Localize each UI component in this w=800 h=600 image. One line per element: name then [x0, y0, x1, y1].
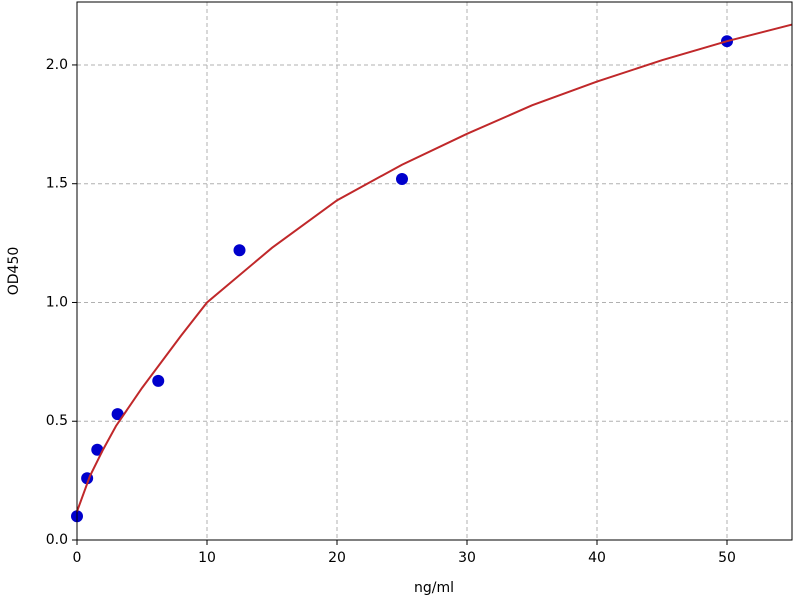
data-point	[152, 374, 165, 387]
data-point	[233, 244, 246, 257]
y-tick-label: 1.0	[46, 294, 68, 310]
x-tick-label: 30	[458, 550, 476, 566]
data-point	[111, 408, 124, 421]
x-tick-label: 40	[588, 550, 606, 566]
y-tick-label: 1.5	[46, 176, 68, 192]
y-tick-label: 2.0	[46, 57, 68, 73]
fit-curve	[76, 23, 793, 512]
x-tick-label: 10	[198, 550, 216, 566]
data-point	[91, 443, 104, 456]
data-point	[396, 172, 408, 185]
y-axis-label: OD450	[6, 247, 22, 296]
x-tick-label: 0	[73, 550, 82, 566]
x-tick-label: 50	[718, 550, 736, 566]
plot-frame	[76, 1, 793, 541]
x-axis-label: ng/ml	[414, 580, 454, 596]
y-tick-label: 0.5	[46, 413, 68, 429]
y-tick-label: 0.0	[46, 532, 68, 548]
x-tick-label: 20	[328, 550, 346, 566]
